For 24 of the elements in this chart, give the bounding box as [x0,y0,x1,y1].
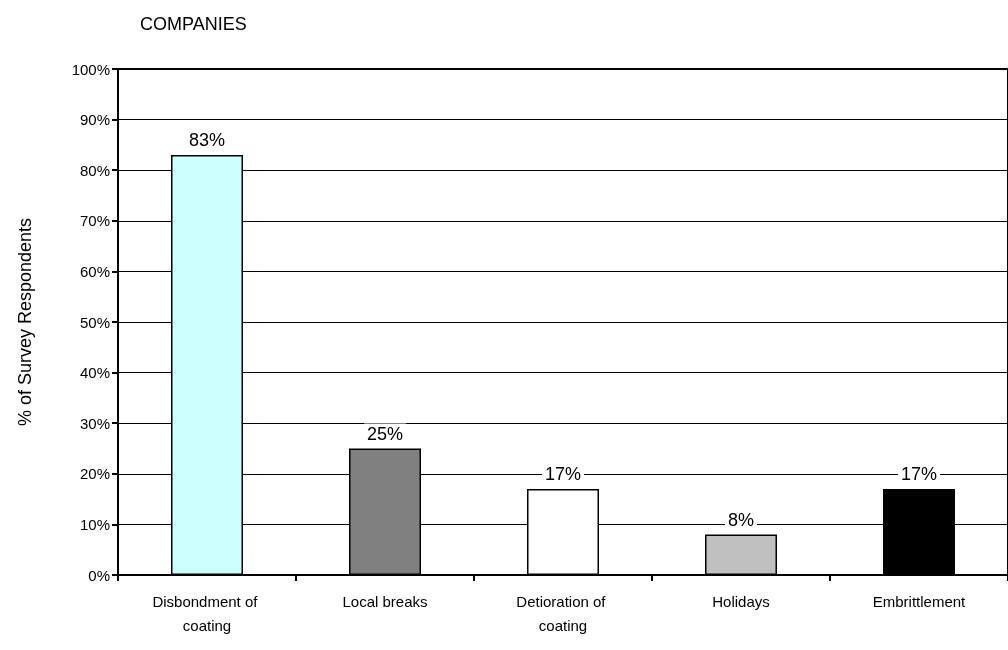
data-label: 25% [366,423,404,444]
y-tick-label: 70% [79,212,110,230]
x-tick-label: Embrittlement [872,592,967,610]
x-tick-label: Local breaks [342,592,428,610]
x-tick-label: Holidays [712,592,770,610]
y-axis-title: % of Survey Respondents [15,217,35,427]
y-tick-label: 80% [79,161,110,179]
data-label: 83% [188,130,226,151]
x-tick-label: Disbondment of coating [152,592,262,634]
y-tick-label: 20% [79,465,110,483]
data-label: 8% [727,509,755,530]
chart-title: COMPANIES [140,14,247,34]
y-tick-label: 10% [79,515,110,533]
y-tick-label: 30% [79,414,110,432]
y-tick-label: 90% [79,111,110,129]
y-tick-label: 50% [79,313,110,331]
data-label: 17% [900,463,938,484]
bar [705,534,777,575]
y-tick-label: 40% [79,364,110,382]
y-tick-label: 60% [79,262,110,280]
x-tick-label: Detioration of coating [516,592,610,634]
y-tick-label: 100% [71,60,110,78]
data-label: 17% [544,463,582,484]
y-tick-label: 0% [88,566,110,584]
